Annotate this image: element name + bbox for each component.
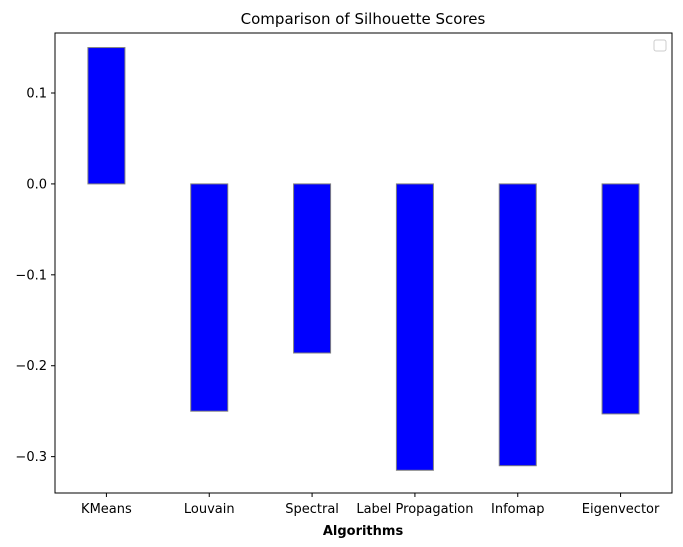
bar (601, 183, 640, 415)
plot-frame (54, 32, 673, 494)
chart-title: Comparison of Silhouette Scores (241, 10, 486, 28)
y-tick-label: 0.0 (26, 177, 47, 192)
plot-area: 0.1 0.0 −0.1 −0.2 −0.3 KMeans Louvain Spectral L… (15, 32, 673, 517)
x-tick-label: Infomap (491, 502, 545, 517)
y-tick-label: −0.3 (15, 450, 47, 465)
y-tick-label: −0.2 (15, 359, 47, 374)
bar (190, 183, 229, 412)
x-tick-label: Eigenvector (582, 502, 660, 517)
bar (395, 183, 434, 471)
x-axis-label: Algorithms (323, 524, 404, 539)
bar (87, 47, 126, 185)
x-tick-label: Louvain (184, 502, 235, 517)
y-tick-label: 0.1 (26, 87, 47, 102)
x-tick-label: Spectral (285, 502, 339, 517)
legend-box (653, 39, 667, 52)
bar (293, 183, 332, 354)
x-tick-label: Label Propagation (356, 502, 473, 517)
y-tick-label: −0.1 (15, 268, 47, 283)
x-tick-label: KMeans (81, 502, 132, 517)
bar (498, 183, 537, 467)
